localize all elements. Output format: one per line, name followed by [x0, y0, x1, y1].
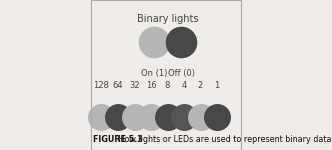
Point — [214, 116, 220, 118]
Point — [178, 41, 184, 43]
Point — [115, 116, 121, 118]
Text: 16: 16 — [146, 81, 156, 90]
Text: 1: 1 — [214, 81, 220, 90]
Point — [181, 116, 187, 118]
Point — [148, 116, 154, 118]
Text: How lights or LEDs are used to represent binary data.: How lights or LEDs are used to represent… — [111, 135, 332, 144]
Text: 64: 64 — [113, 81, 123, 90]
Point — [165, 116, 170, 118]
Text: Binary lights: Binary lights — [137, 14, 198, 24]
Point — [198, 116, 203, 118]
Point — [132, 116, 137, 118]
Text: 4: 4 — [181, 81, 187, 90]
Text: 128: 128 — [94, 81, 110, 90]
Text: Off (0): Off (0) — [168, 69, 195, 78]
Text: FIGURE 5.3: FIGURE 5.3 — [93, 135, 143, 144]
Text: 32: 32 — [129, 81, 140, 90]
Text: On (1): On (1) — [141, 69, 167, 78]
Point — [99, 116, 104, 118]
Text: 2: 2 — [198, 81, 203, 90]
Point — [151, 41, 157, 43]
Text: 8: 8 — [165, 81, 170, 90]
